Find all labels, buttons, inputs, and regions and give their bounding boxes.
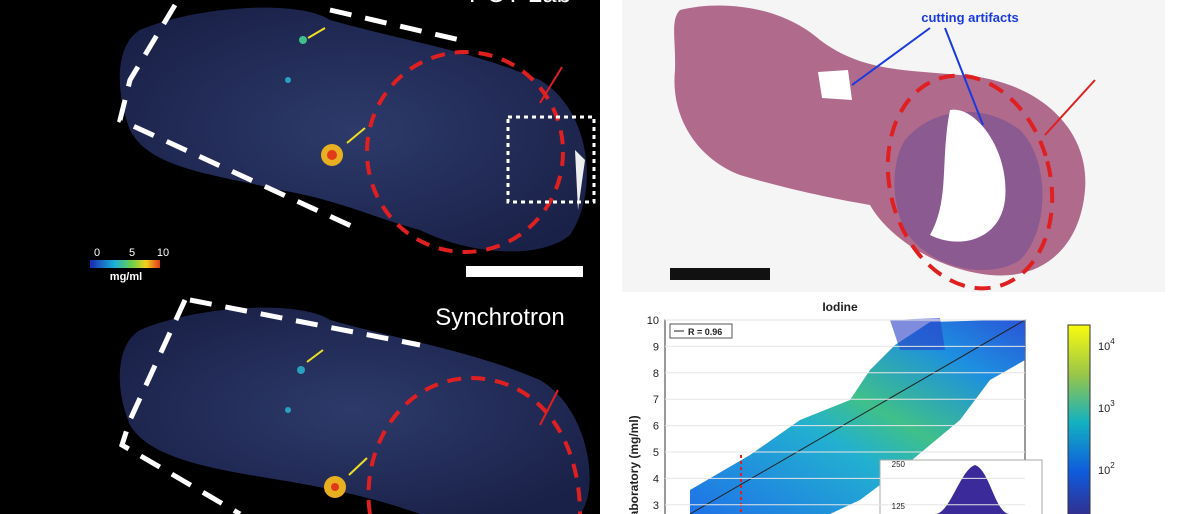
colorbar-unit: mg/ml — [110, 271, 142, 283]
legend-entry: R = 0.96 — [688, 327, 722, 337]
histology-sample — [670, 5, 1096, 291]
y-tick-label: 4 — [653, 473, 659, 485]
y-axis-label: Laboratory (mg/ml) — [627, 415, 641, 514]
tick-base: 10 — [1098, 341, 1110, 353]
y-tick-label: 6 — [653, 421, 659, 433]
tick-exponent: 4 — [1110, 337, 1115, 346]
annotation: cutting artifacts — [921, 10, 1019, 25]
colorbar-tick-label: 103 — [1098, 399, 1115, 415]
y-tick-label: 9 — [653, 341, 659, 353]
tick-exponent: 2 — [1110, 461, 1115, 470]
inset-tick-label: 250 — [892, 460, 906, 469]
density-colorbar — [1067, 324, 1091, 514]
bottom-label: Synchrotron — [435, 304, 564, 331]
y-tick-label: 10 — [647, 315, 659, 327]
plot-title: Iodine — [822, 300, 858, 314]
y-tick-label: 3 — [653, 500, 659, 512]
top-label: PCT Lab — [469, 0, 571, 8]
colorbar-tick: 0 — [94, 247, 100, 259]
tick-exponent: 3 — [1110, 399, 1115, 408]
concentration-colorbar — [90, 260, 160, 268]
y-tick-label: 5 — [653, 447, 659, 459]
colorbar-tick-label: 104 — [1098, 337, 1115, 353]
colorbar-tick: 5 — [129, 247, 135, 259]
pct-sample — [117, 3, 596, 277]
y-tick-label: 8 — [653, 368, 659, 380]
tick-base: 10 — [1098, 465, 1110, 477]
colorbar-tick: 10 — [157, 247, 169, 259]
density-plot: R = 0.96 — [664, 318, 1043, 514]
inset-tick-label: 125 — [892, 502, 906, 511]
y-tick-label: 7 — [653, 394, 659, 406]
synchrotron-sample — [119, 297, 590, 514]
colorbar-tick-label: 102 — [1098, 461, 1115, 477]
tick-base: 10 — [1098, 403, 1110, 415]
